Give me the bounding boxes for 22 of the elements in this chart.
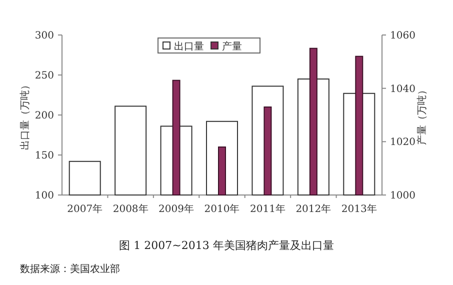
x-tick-label: 2008年 <box>112 203 148 215</box>
y2-tick-label: 1040 <box>390 84 416 95</box>
x-tick-label: 2012年 <box>296 203 332 215</box>
x-tick-label: 2013年 <box>341 203 377 215</box>
source-note: 数据来源：美国农业部 <box>20 263 120 275</box>
y2-tick-label: 1020 <box>390 137 416 148</box>
y2-tick-label: 1060 <box>390 30 416 42</box>
x-tick-label: 2010年 <box>204 203 240 215</box>
y-tick-label: 200 <box>34 110 54 122</box>
y-tick-label: 300 <box>34 30 54 42</box>
y2-tick-label: 1000 <box>390 190 416 202</box>
x-tick-label: 2007年 <box>67 203 103 215</box>
legend-label: 出口量 <box>174 40 204 52</box>
y-tick-label: 250 <box>34 70 54 82</box>
x-tick-label: 2011年 <box>250 203 286 215</box>
x-tick-label: 2009年 <box>158 203 194 215</box>
y2-axis-title: 产量（万吨） <box>416 85 428 145</box>
text: 图 1 2007~2013 年美国猪肉产量及出口量 <box>119 239 334 252</box>
y-tick-label: 100 <box>34 190 54 202</box>
legend-label: 产量 <box>222 40 242 52</box>
y-axis-title: 出口量（万吨） <box>19 80 31 150</box>
y-tick-label: 150 <box>34 150 54 162</box>
